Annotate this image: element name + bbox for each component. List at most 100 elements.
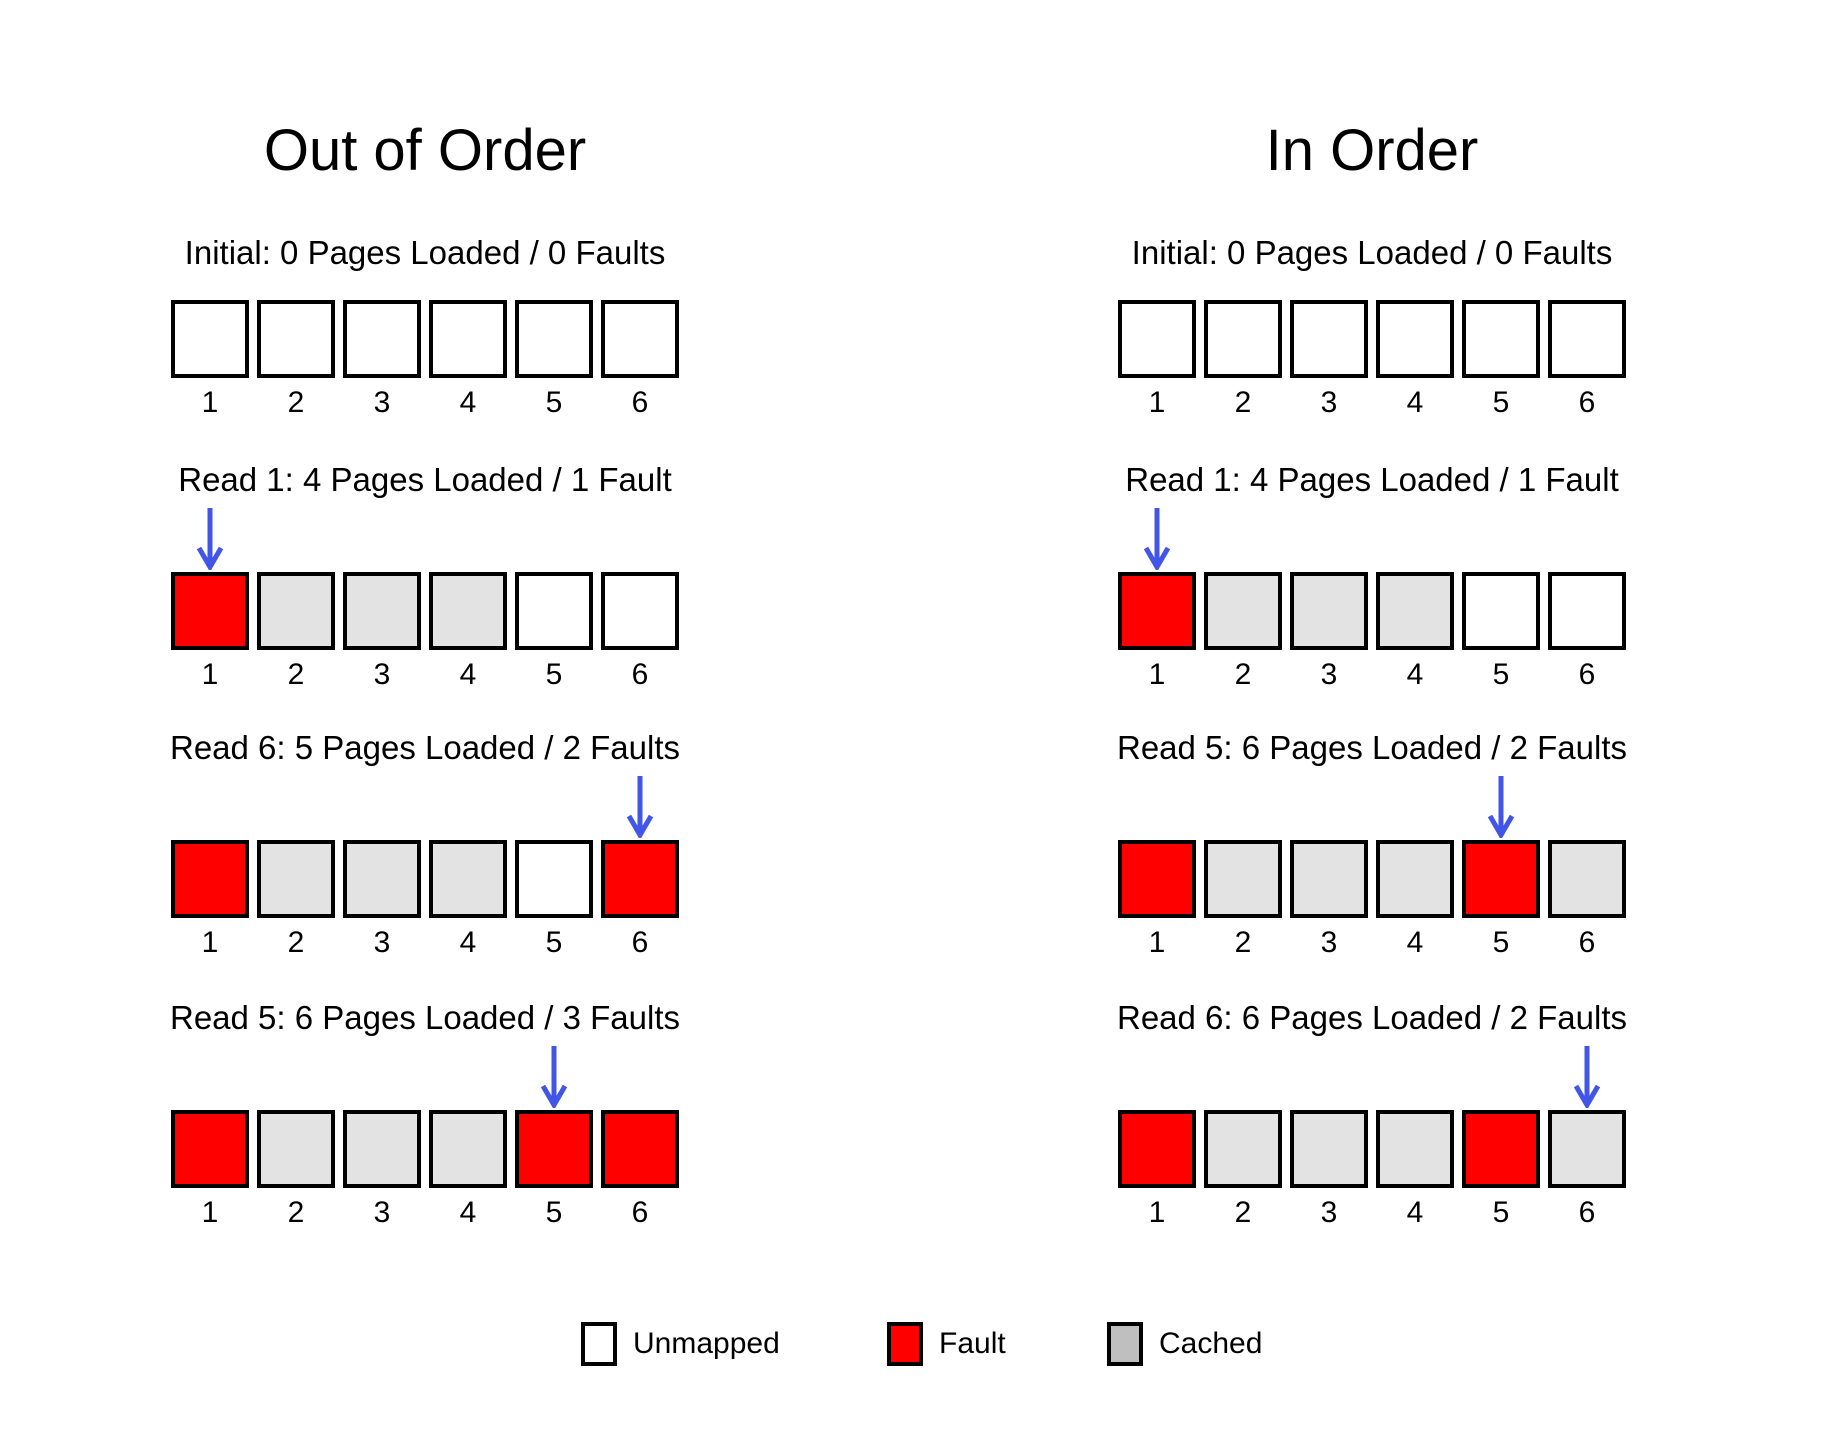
step-label: Read 5: 6 Pages Loaded / 3 Faults [169, 999, 681, 1036]
page-cell-unmapped [343, 300, 421, 378]
page-number-row: 1 2 3 4 5 6 [171, 660, 679, 690]
cell-number: 2 [1234, 386, 1252, 419]
cell-number: 1 [201, 386, 219, 419]
read-target-arrow-icon [626, 776, 654, 838]
page-cell-cached [343, 840, 421, 918]
legend-label: Unmapped [633, 1327, 780, 1360]
page-cell-cached [1204, 1110, 1282, 1188]
page-cell-cached [343, 1110, 421, 1188]
cell-number: 4 [459, 386, 477, 419]
column-title: In Order [1265, 118, 1479, 183]
cell-number: 6 [631, 1196, 649, 1229]
page-cell-unmapped [429, 300, 507, 378]
legend-swatch [581, 1322, 617, 1366]
page-cell-fault [171, 840, 249, 918]
page-cell-unmapped [1376, 300, 1454, 378]
cell-number: 3 [1320, 386, 1338, 419]
page-cell-cached [429, 840, 507, 918]
cell-number: 4 [459, 658, 477, 691]
cell-number: 2 [287, 386, 305, 419]
cell-number: 6 [1578, 658, 1596, 691]
page-cell-unmapped [1204, 300, 1282, 378]
legend: Unmapped Fault Cached [0, 1322, 1832, 1382]
cell-number: 3 [373, 1196, 391, 1229]
page-number-row: 1 2 3 4 5 6 [1118, 660, 1626, 690]
page-number-row: 1 2 3 4 5 6 [171, 388, 679, 418]
page-frame-row [1118, 300, 1626, 378]
cell-number: 6 [631, 926, 649, 959]
cell-number: 4 [1406, 1196, 1424, 1229]
page-cell-unmapped [1118, 300, 1196, 378]
cell-number: 5 [1492, 926, 1510, 959]
page-cell-cached [1548, 840, 1626, 918]
page-cell-cached [1204, 572, 1282, 650]
cell-number: 1 [1148, 926, 1166, 959]
page-frame-row [171, 840, 679, 918]
page-frame-row [1118, 840, 1626, 918]
page-cell-unmapped [601, 300, 679, 378]
cell-number: 1 [201, 926, 219, 959]
column-title: Out of Order [263, 118, 587, 183]
page-number-row: 1 2 3 4 5 6 [1118, 388, 1626, 418]
page-cell-unmapped [1462, 300, 1540, 378]
page-cell-unmapped [1462, 572, 1540, 650]
page-number-row: 1 2 3 4 5 6 [171, 1198, 679, 1228]
legend-label: Cached [1159, 1327, 1263, 1360]
cell-number: 4 [1406, 926, 1424, 959]
page-cell-unmapped [1290, 300, 1368, 378]
read-target-arrow-icon [1573, 1046, 1601, 1108]
cell-number: 5 [545, 386, 563, 419]
cell-number: 6 [631, 386, 649, 419]
cell-number: 2 [287, 926, 305, 959]
cell-number: 3 [1320, 1196, 1338, 1229]
page-cell-unmapped [257, 300, 335, 378]
page-cell-cached [1290, 840, 1368, 918]
page-number-row: 1 2 3 4 5 6 [1118, 928, 1626, 958]
read-target-arrow-icon [1487, 776, 1515, 838]
page-cell-fault [1118, 572, 1196, 650]
cell-number: 3 [373, 926, 391, 959]
page-cell-cached [1290, 572, 1368, 650]
page-frame-row [171, 300, 679, 378]
cell-number: 5 [545, 658, 563, 691]
legend-item-fault: Fault [887, 1322, 1006, 1366]
page-cell-fault [601, 840, 679, 918]
cell-number: 2 [1234, 658, 1252, 691]
step-label: Initial: 0 Pages Loaded / 0 Faults [1131, 234, 1613, 271]
page-cell-unmapped [515, 300, 593, 378]
page-cell-cached [1290, 1110, 1368, 1188]
page-cell-fault [601, 1110, 679, 1188]
step-label: Read 5: 6 Pages Loaded / 2 Faults [1116, 729, 1628, 766]
cell-number: 4 [459, 926, 477, 959]
page-cell-unmapped [515, 572, 593, 650]
cell-number: 6 [1578, 386, 1596, 419]
page-cell-fault [515, 1110, 593, 1188]
step-label: Read 1: 4 Pages Loaded / 1 Fault [1125, 461, 1619, 498]
page-frame-row [171, 572, 679, 650]
cell-number: 3 [1320, 658, 1338, 691]
cell-number: 2 [1234, 1196, 1252, 1229]
legend-label: Fault [939, 1327, 1006, 1360]
cell-number: 6 [1578, 1196, 1596, 1229]
cell-number: 5 [545, 1196, 563, 1229]
page-frame-row [1118, 1110, 1626, 1188]
page-cell-cached [343, 572, 421, 650]
read-target-arrow-icon [1143, 508, 1171, 570]
legend-item-cached: Cached [1107, 1322, 1262, 1366]
cell-number: 5 [1492, 1196, 1510, 1229]
read-target-arrow-icon [196, 508, 224, 570]
cell-number: 5 [1492, 386, 1510, 419]
page-cell-cached [257, 1110, 335, 1188]
cell-number: 4 [459, 1196, 477, 1229]
cell-number: 3 [373, 386, 391, 419]
page-cell-unmapped [1548, 572, 1626, 650]
step-label: Read 1: 4 Pages Loaded / 1 Fault [178, 461, 672, 498]
page-frame-row [1118, 572, 1626, 650]
cell-number: 1 [201, 658, 219, 691]
page-cell-unmapped [601, 572, 679, 650]
page-cell-fault [1462, 840, 1540, 918]
page-cell-cached [429, 1110, 507, 1188]
page-number-row: 1 2 3 4 5 6 [171, 928, 679, 958]
cell-number: 1 [201, 1196, 219, 1229]
page-cell-cached [1376, 572, 1454, 650]
